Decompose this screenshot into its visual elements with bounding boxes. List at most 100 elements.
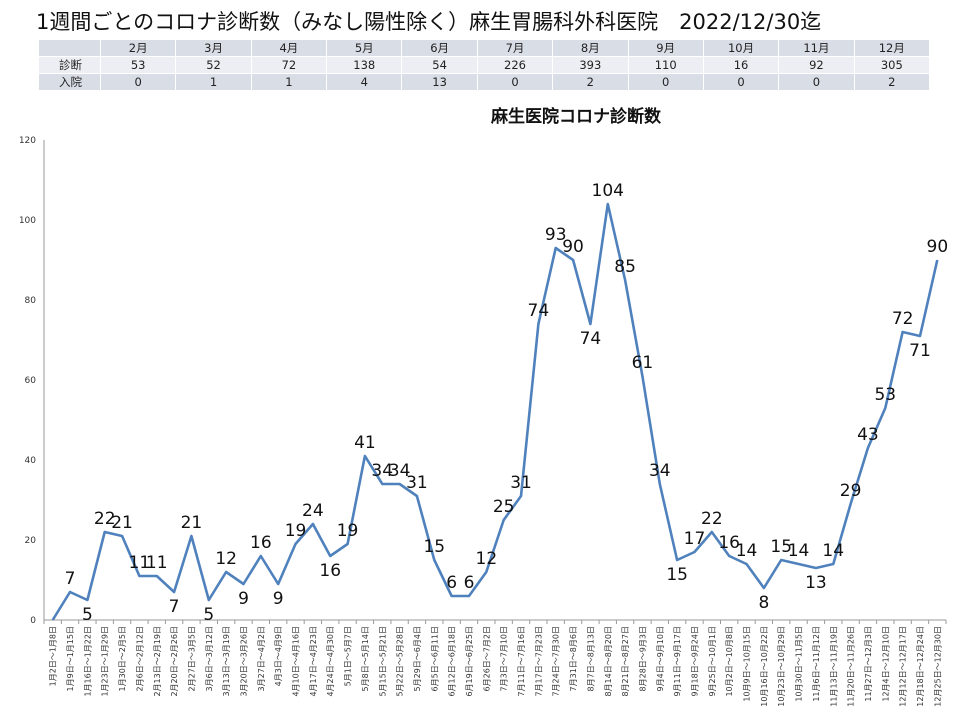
data-label: 14 — [822, 541, 844, 561]
table-cell: 0 — [99, 73, 177, 91]
x-tick-label: 7月3日～7月10日 — [500, 626, 509, 691]
table-cell: 0 — [702, 73, 780, 91]
table-cell: 110 — [627, 56, 704, 74]
x-tick-label: 1月16日～1月22日 — [83, 626, 92, 697]
x-tick-label: 1月9日～1月15日 — [66, 626, 75, 691]
data-label: 90 — [562, 237, 584, 257]
x-tick-label: 4月3日～4月9日 — [274, 626, 283, 686]
x-tick-label: 11月20日～11月26日 — [847, 626, 856, 707]
diagnosis-row: 診断 53 52 72 138 54 226 393 110 16 92 305 — [38, 56, 931, 74]
table-cell: 1 — [175, 73, 252, 91]
x-tick-label: 6月19日～6月25日 — [465, 626, 474, 697]
x-tick-label: 7月31日～8月6日 — [569, 626, 578, 691]
series-line — [51, 202, 939, 621]
page-title: 1週間ごとのコロナ診断数（みなし陽性除く）麻生胃腸科外科医院 2022/12/3… — [36, 10, 822, 34]
data-label: 90 — [927, 237, 949, 257]
data-label: 61 — [632, 353, 654, 373]
x-tick-label: 7月11日～7月16日 — [517, 626, 526, 697]
data-label: 11 — [129, 553, 151, 573]
x-tick-label: 11月6日～11月12日 — [812, 626, 821, 702]
x-tick-labels: 1月2日～1月8日 1月9日～1月15日 1月16日～1月22日 1月23日～1月29… — [49, 626, 943, 707]
x-tick-label: 9月11日～9月17日 — [673, 626, 682, 697]
data-label: 17 — [684, 529, 706, 549]
y-tick-label: 60 — [25, 376, 37, 386]
data-label: 93 — [545, 225, 567, 245]
x-tick-label: 2月20日～2月26日 — [170, 626, 179, 697]
data-label: 43 — [857, 425, 879, 445]
x-tick-label: 11月27日～12月3日 — [864, 626, 873, 702]
x-tick-label: 10月9日～10月15日 — [743, 626, 752, 702]
data-label: 104 — [592, 181, 624, 201]
month-header: 5月 — [326, 39, 403, 57]
x-tick-label: 12月25日～12月30日 — [933, 626, 942, 707]
x-tick-label: 10月16日～10月22日 — [760, 626, 769, 707]
data-label: 34 — [389, 461, 411, 481]
x-tick-label: 6月12日～6月18日 — [448, 626, 457, 697]
table-cell: 2 — [853, 73, 931, 91]
x-tick-label: 5月29日～6月4日 — [413, 626, 422, 691]
data-label: 14 — [788, 541, 810, 561]
data-label: 16 — [250, 533, 272, 553]
data-label: 7 — [65, 569, 76, 589]
table-cell: 1 — [250, 73, 328, 91]
table-cell: 393 — [552, 56, 629, 74]
month-header: 7月 — [476, 39, 554, 57]
row-label: 入院 — [38, 73, 101, 91]
table-cell: 52 — [175, 56, 252, 74]
data-label: 29 — [840, 481, 862, 501]
x-tick-label: 3月13日～3月19日 — [222, 626, 231, 697]
x-tick-label: 9月4日～9月10日 — [656, 626, 665, 691]
data-label: 34 — [371, 461, 393, 481]
table-cell: 0 — [476, 73, 554, 91]
data-label: 6 — [446, 573, 457, 593]
x-tick-label: 8月7日～8月13日 — [586, 626, 595, 691]
x-tick-label: 9月18日～9月24日 — [690, 626, 699, 697]
data-label: 15 — [666, 565, 688, 585]
x-tick-label: 3月27日～4月2日 — [257, 626, 266, 691]
data-label: 15 — [770, 537, 792, 557]
hospitalization-row: 入院 0 1 1 4 13 0 2 0 0 0 2 — [38, 73, 931, 91]
x-tick-label: 1月2日～1月8日 — [49, 626, 58, 686]
month-header: 10月 — [702, 39, 780, 57]
x-tick-label: 11月13日～11月19日 — [829, 626, 838, 707]
x-tick-label: 7月17日～7月23日 — [534, 626, 543, 697]
table-cell: 2 — [552, 73, 629, 91]
table-cell: 53 — [99, 56, 177, 74]
x-tick-label: 2月6日～2月12日 — [135, 626, 144, 691]
data-label: 74 — [580, 329, 602, 349]
y-tick-label: 0 — [30, 616, 36, 626]
y-tick-label: 80 — [25, 296, 37, 306]
table-cell: 92 — [778, 56, 855, 74]
table-cell: 54 — [401, 56, 478, 74]
x-tick-label: 5月15日～5月21日 — [378, 626, 387, 697]
month-header: 12月 — [853, 39, 931, 57]
table-cell: 0 — [778, 73, 855, 91]
x-tick-label: 5月8日～5月14日 — [361, 626, 370, 691]
table-cell: 4 — [326, 73, 403, 91]
table-cell: 305 — [853, 56, 931, 74]
table-cell: 16 — [702, 56, 780, 74]
x-tick-label: 5月22日～5月28日 — [396, 626, 405, 697]
x-tick-label: 10月30日～11月5日 — [795, 626, 804, 702]
x-tick-label: 10月2日～10月8日 — [725, 626, 734, 697]
month-header: 9月 — [627, 39, 704, 57]
data-label: 11 — [146, 553, 168, 573]
data-label: 22 — [94, 509, 116, 529]
month-header: 8月 — [552, 39, 629, 57]
data-label: 9 — [238, 589, 249, 609]
x-tick-label: 5月1日～5月7日 — [344, 626, 353, 686]
data-label: 7 — [169, 597, 180, 617]
data-label: 85 — [614, 257, 636, 277]
data-label: 16 — [718, 533, 740, 553]
x-tick-label: 4月17日～4月23日 — [309, 626, 318, 697]
x-tick-label: 7月24日～7月30日 — [552, 626, 561, 697]
data-label: 12 — [476, 549, 498, 569]
axis-ticks: 0 20 40 60 80 100 120 — [19, 136, 947, 626]
data-label: 9 — [273, 589, 284, 609]
x-tick-label: 8月14日～8月20日 — [604, 626, 613, 697]
x-tick-label: 8月28日～9月3日 — [638, 626, 647, 691]
y-tick-label: 100 — [19, 216, 36, 226]
data-label: 22 — [701, 509, 723, 529]
y-tick-label: 40 — [25, 456, 37, 466]
